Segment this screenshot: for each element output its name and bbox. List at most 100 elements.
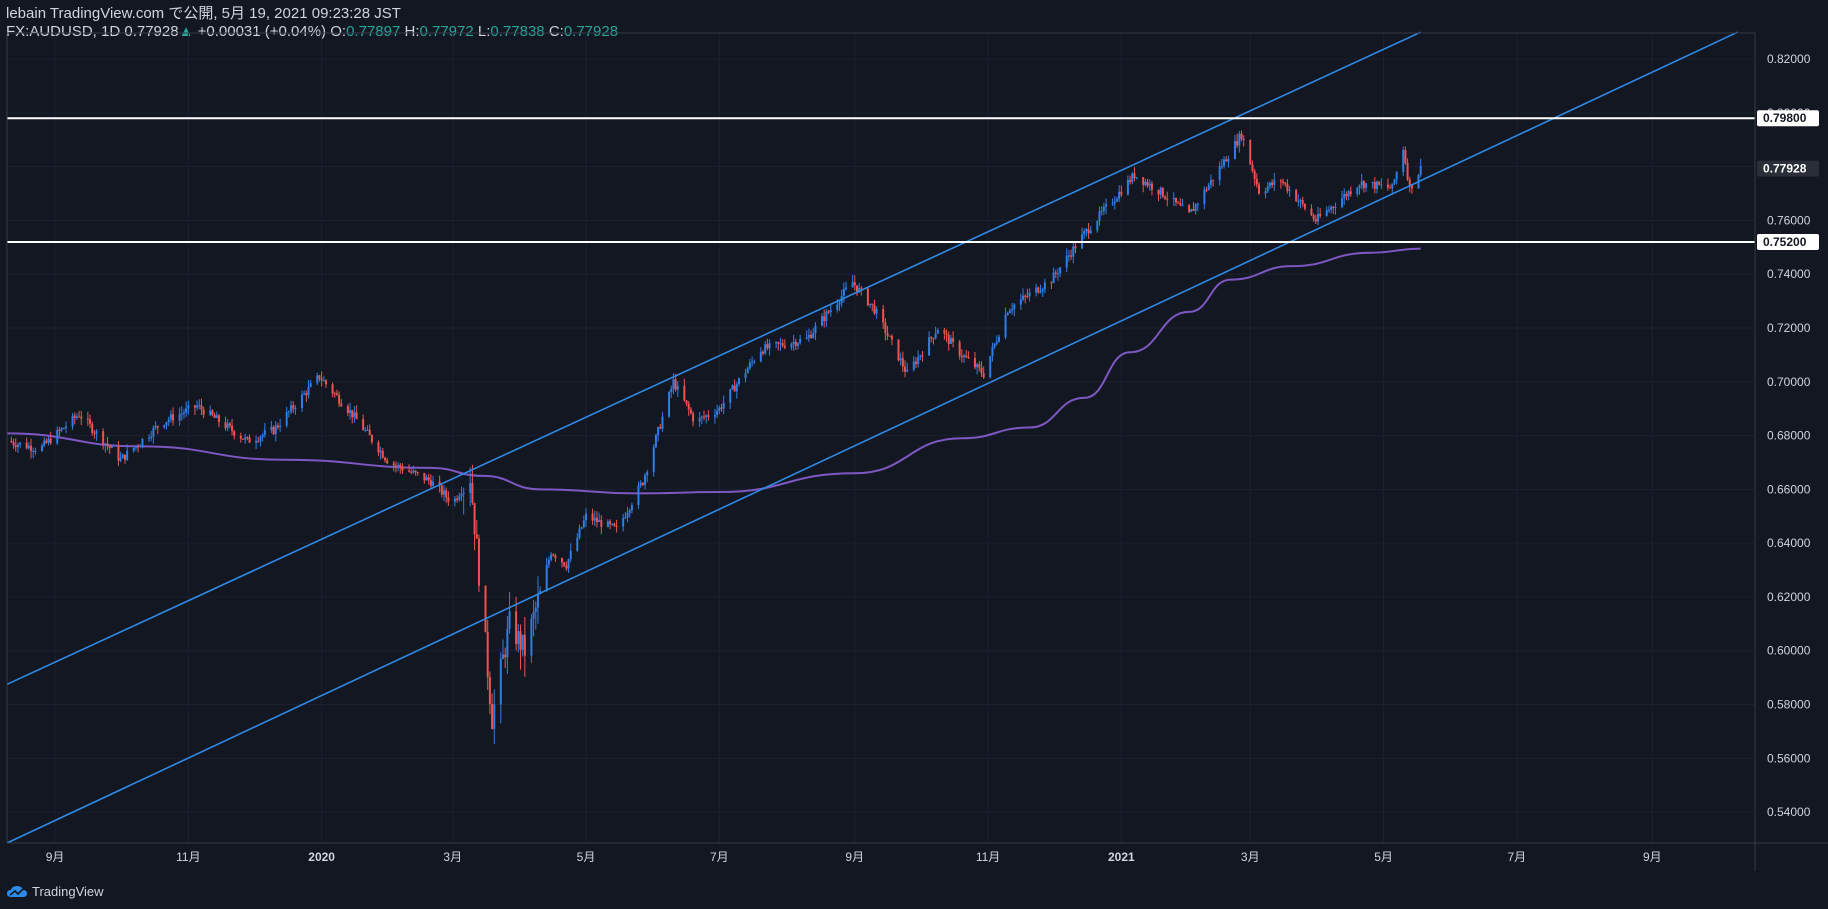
candle-body <box>262 435 264 437</box>
candle-body <box>229 423 231 425</box>
candle-body <box>753 361 755 362</box>
candle-body <box>1029 293 1031 297</box>
candle-body <box>1099 211 1101 221</box>
candle-body <box>48 439 50 443</box>
candle-body <box>983 373 985 377</box>
candle-body <box>950 338 952 344</box>
candle-body <box>624 517 626 518</box>
candle-body <box>1142 177 1144 185</box>
candle-body <box>961 356 963 357</box>
candle-body <box>152 428 154 437</box>
candle-body <box>919 355 921 357</box>
candle-body <box>646 472 648 475</box>
candle-body <box>670 389 672 392</box>
candle-body <box>72 416 74 427</box>
candle-body <box>1372 182 1374 183</box>
candle-body <box>1053 272 1055 283</box>
candle-body <box>998 337 1000 341</box>
candle-body <box>535 608 537 612</box>
candle-body <box>729 389 731 403</box>
candle-body <box>382 451 384 458</box>
candle-body <box>270 427 272 430</box>
candle-body <box>779 343 781 344</box>
candle-body <box>622 518 624 527</box>
candle-body <box>91 424 93 433</box>
candle-body <box>351 410 353 417</box>
candle-body <box>196 405 198 407</box>
trend-channel[interactable] <box>7 32 1738 843</box>
candle-body <box>1328 210 1330 211</box>
price-tick-label: 0.74000 <box>1767 267 1811 281</box>
time-tick-label: 3月 <box>443 850 462 864</box>
candle-body <box>310 383 312 387</box>
candle-body <box>181 413 183 414</box>
candle-body <box>952 338 954 342</box>
candle-body <box>377 442 379 452</box>
channel-line-lower <box>7 32 1738 843</box>
price-tick-label: 0.68000 <box>1767 429 1811 443</box>
candle-body <box>1343 194 1345 198</box>
candle-body <box>1144 182 1146 185</box>
candle-body <box>836 305 838 310</box>
candle-body <box>364 430 366 431</box>
candle-body <box>1066 256 1068 268</box>
candle-body <box>157 426 159 427</box>
candle-body <box>120 458 122 460</box>
candle-body <box>1332 207 1334 208</box>
horizontal-price-lines[interactable] <box>7 118 1755 242</box>
candle-body <box>1258 185 1260 194</box>
candle-body <box>1225 159 1227 161</box>
candle-body <box>887 333 889 336</box>
moving-average <box>7 249 1421 494</box>
candle-body <box>401 468 403 471</box>
candle-body <box>478 539 480 586</box>
candle-body <box>631 505 633 510</box>
candle-body <box>393 463 395 465</box>
candle-body <box>362 419 364 430</box>
candle-body <box>240 436 242 439</box>
candle-body <box>166 422 168 425</box>
candle-body <box>568 559 570 568</box>
candle-body <box>187 405 189 408</box>
candles <box>10 131 1421 744</box>
candle-body <box>506 629 508 658</box>
candle-body <box>367 430 369 431</box>
last-price-tag: 0.77928 <box>1763 162 1807 176</box>
candle-body <box>150 437 152 438</box>
candle-body <box>30 446 32 451</box>
candle-body <box>935 334 937 339</box>
candle-body <box>1284 183 1286 184</box>
candle-body <box>1088 229 1090 233</box>
price-tick-label: 0.62000 <box>1767 590 1811 604</box>
candle-body <box>751 362 753 363</box>
candle-body <box>323 380 325 381</box>
candle-body <box>1282 181 1284 182</box>
candle-body <box>1256 179 1258 185</box>
candle-body <box>1009 311 1011 313</box>
candle-body <box>1103 207 1105 211</box>
candle-body <box>286 412 288 426</box>
candle-body <box>838 303 840 305</box>
candle-body <box>10 441 12 442</box>
candle-body <box>211 411 213 415</box>
candle-body <box>45 441 47 443</box>
candle-body <box>825 312 827 321</box>
candle-body <box>561 558 563 562</box>
time-tick-label: 11月 <box>976 850 1000 864</box>
candle-body <box>775 342 777 343</box>
time-tick-label: 9月 <box>1643 850 1662 864</box>
price-tick-label: 0.66000 <box>1767 482 1811 496</box>
candle-body <box>89 419 91 423</box>
candle-body <box>799 339 801 343</box>
candle-body <box>1164 197 1166 199</box>
candle-body <box>637 486 639 505</box>
candle-body <box>1227 159 1229 162</box>
candle-body <box>1238 134 1240 146</box>
candle-body <box>325 380 327 384</box>
candle-body <box>1175 198 1177 203</box>
candle-body <box>1042 289 1044 291</box>
candle-body <box>734 386 736 392</box>
candle-body <box>871 304 873 305</box>
candle-body <box>720 408 722 409</box>
